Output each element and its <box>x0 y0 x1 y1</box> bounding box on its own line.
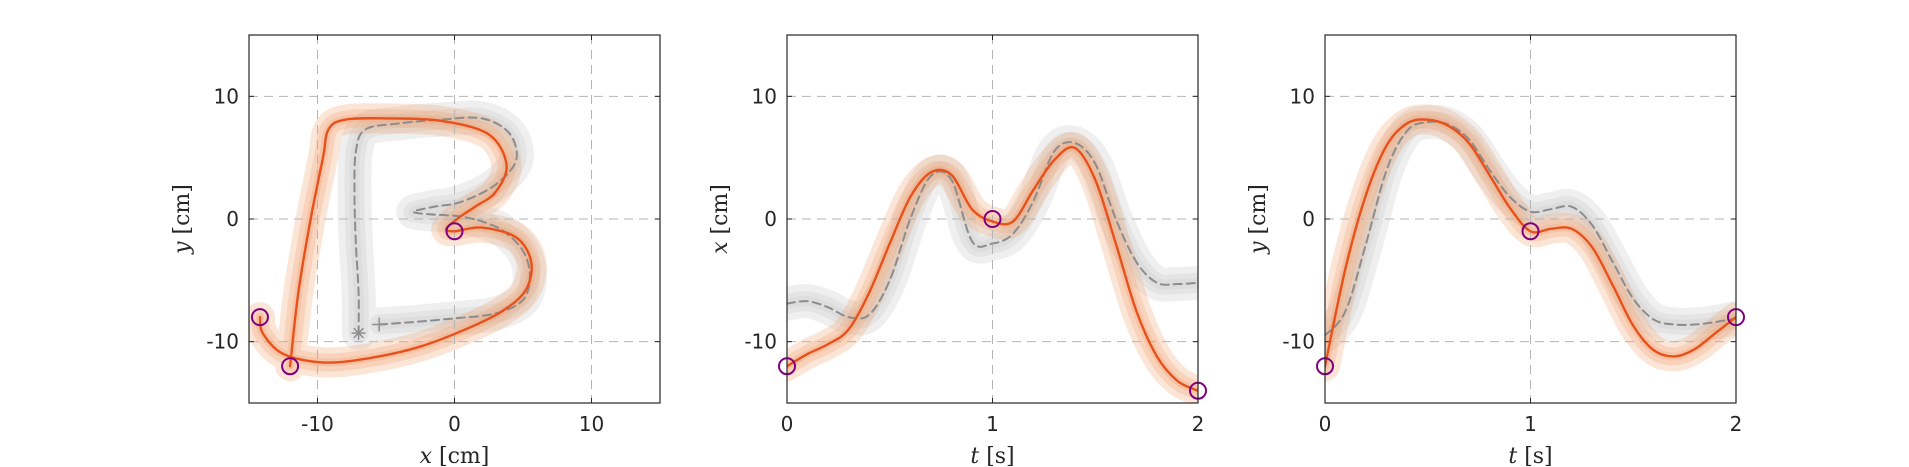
xy-plot-start-marker <box>372 317 387 332</box>
ty-plot-y-tick-label: 10 <box>1290 84 1315 108</box>
ty-plot-panel: 0 1 2 -10 0 10 t [s] y [cm] <box>1246 34 1745 467</box>
xy-plot-panel: -10 0 10 -10 0 10 x [cm] y [cm] <box>170 34 661 467</box>
xy-plot-axes-frame <box>248 34 661 404</box>
xy-plot-y-tick-label: 10 <box>214 84 239 108</box>
xy-plot-via-points <box>250 222 464 376</box>
xy-plot-x-axis-label: x [cm] <box>420 444 490 467</box>
tx-plot-x-tick-label: 2 <box>1192 412 1205 436</box>
xy-plot-via-point <box>281 357 300 376</box>
ty-plot-x-tick-label: 1 <box>1524 412 1537 436</box>
xy-plot-y-tick-label: -10 <box>206 330 239 354</box>
xy-plot-y-axis-label: y [cm] <box>170 184 195 255</box>
tx-plot-y-tick-label: -10 <box>744 330 777 354</box>
ty-plot-x-axis-label: t [s] <box>1508 444 1552 467</box>
xy-plot-tick-labels: -10 0 10 -10 0 10 <box>206 84 604 436</box>
ty-plot-via-point <box>1521 222 1540 241</box>
ty-plot-x-tick-label: 0 <box>1319 412 1332 436</box>
ty-plot-x-tick-label: 2 <box>1730 412 1743 436</box>
tx-plot-y-axis-label: x [cm] <box>708 184 733 254</box>
ty-plot-y-axis-label: y [cm] <box>1246 184 1271 255</box>
xy-plot-bands <box>249 100 547 382</box>
tx-plot-x-axis-label: t [s] <box>970 444 1014 467</box>
ty-plot-y-tick-label: -10 <box>1282 330 1315 354</box>
tx-plot-lines <box>787 141 1198 392</box>
xy-plot-x-tick-label: 10 <box>579 412 604 436</box>
xy-plot-grid <box>249 35 660 403</box>
tx-plot-x-tick-label: 0 <box>781 412 794 436</box>
xy-plot-start-marker <box>351 326 366 341</box>
ty-plot-tick-labels: 0 1 2 -10 0 10 <box>1282 84 1742 436</box>
ty-plot-model-mean-line <box>1325 118 1736 368</box>
tx-plot-panel: 0 1 2 -10 0 10 t [s] x [cm] <box>708 34 1207 467</box>
ty-plot-y-tick-label: 0 <box>1302 207 1315 231</box>
ty-plot-lines <box>1325 118 1736 368</box>
ty-plot-demo-mean-line <box>1325 120 1736 337</box>
xy-plot-y-tick-label: 0 <box>226 207 239 231</box>
xy-plot-x-tick-label: -10 <box>301 412 334 436</box>
xy-plot-demo-mean-line <box>353 116 531 335</box>
ty-plot-axes-frame <box>1324 34 1737 404</box>
tx-plot-axes-frame <box>786 34 1199 404</box>
tx-plot-via-point <box>983 210 1002 228</box>
tx-plot-y-tick-label: 0 <box>764 207 777 231</box>
tx-plot-model-mean-line <box>787 145 1198 392</box>
xy-plot-via-point <box>250 308 269 327</box>
xy-plot-via-point <box>445 222 464 241</box>
tx-plot-x-tick-label: 1 <box>986 412 999 436</box>
tx-plot-y-tick-label: 10 <box>752 84 777 108</box>
xy-plot-x-tick-label: 0 <box>448 412 461 436</box>
tx-plot-tick-labels: 0 1 2 -10 0 10 <box>744 84 1204 436</box>
